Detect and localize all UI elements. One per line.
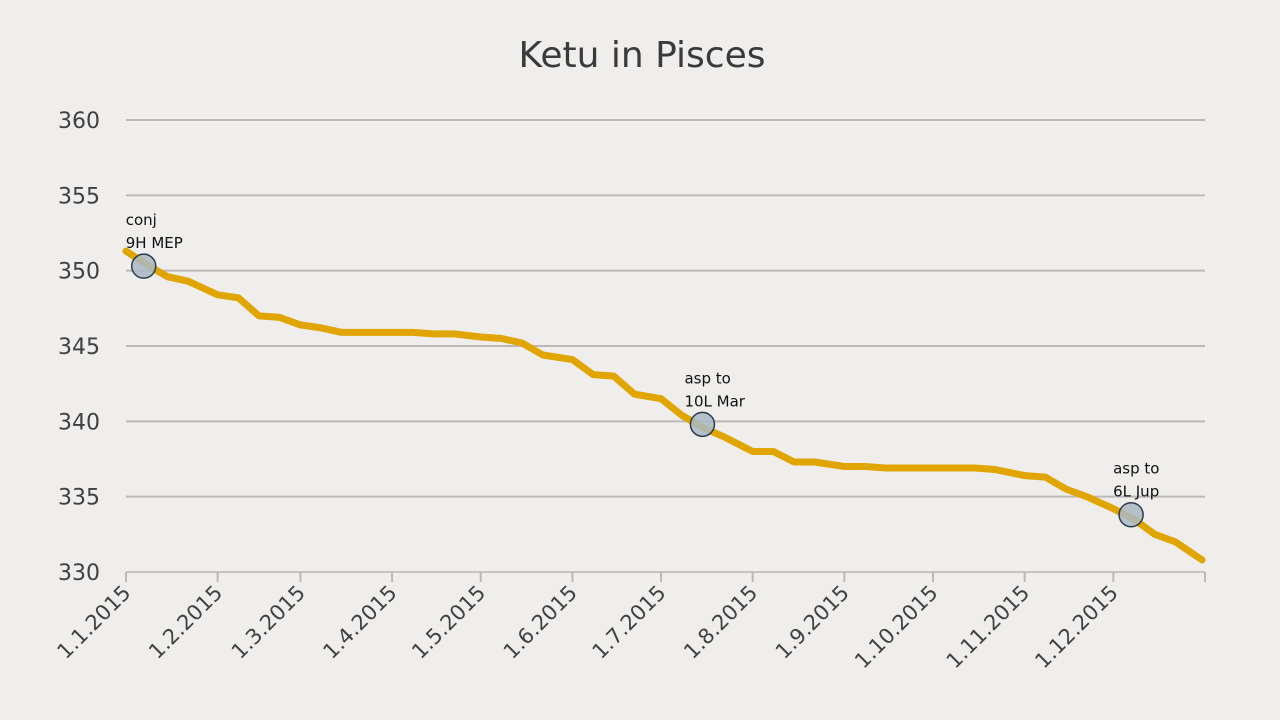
annotation-label: asp to <box>684 369 730 387</box>
annotation-label: 6L Jup <box>1113 483 1159 501</box>
x-tick-label: 1.2.2015 <box>144 581 227 664</box>
annotation-marker <box>689 411 716 438</box>
x-tick-label: 1.9.2015 <box>771 581 854 664</box>
annotation-marker <box>130 253 157 279</box>
grid-lines <box>126 119 1205 573</box>
x-axis-ticks: 1.1.2015 1.2.2015 1.3.2015 1.4.2015 1.5.2015… <box>52 572 1206 674</box>
x-tick-label: 1.1.2015 <box>52 581 135 664</box>
annotation-label: conj <box>126 211 157 229</box>
y-tick-label: 330 <box>58 561 100 586</box>
annotation-label: 9H MEP <box>126 234 183 252</box>
y-tick-label: 345 <box>58 335 100 360</box>
y-axis-ticks: 330 335 340 345 350 355 360 <box>58 109 100 586</box>
series-line-layer <box>122 247 1206 564</box>
x-tick-label: 1.7.2015 <box>588 581 671 664</box>
y-tick-label: 360 <box>58 109 100 134</box>
x-tick-label: 1.11.2015 <box>942 581 1035 674</box>
x-tick-label: 1.6.2015 <box>499 581 582 664</box>
x-tick-label: 1.4.2015 <box>318 581 401 664</box>
x-tick-label: 1.5.2015 <box>407 581 490 664</box>
annotation-label: 10L Mar <box>684 392 745 410</box>
x-tick-label: 1.12.2015 <box>1030 581 1123 674</box>
y-tick-label: 350 <box>58 260 100 285</box>
series-line <box>122 247 1206 564</box>
x-tick-label: 1.10.2015 <box>850 581 943 674</box>
x-tick-label: 1.3.2015 <box>227 581 310 664</box>
annotation-label: asp to <box>1113 460 1159 478</box>
annotations: conj 9H MEP asp to 10L Mar asp to 6L Jup <box>126 211 1159 528</box>
y-tick-label: 340 <box>58 410 100 435</box>
x-tick-label: 1.8.2015 <box>679 581 762 664</box>
chart-title: Ketu in Pisces <box>519 35 766 76</box>
y-tick-label: 355 <box>58 184 100 209</box>
annotation-marker <box>1118 501 1144 528</box>
y-tick-label: 335 <box>58 486 100 511</box>
